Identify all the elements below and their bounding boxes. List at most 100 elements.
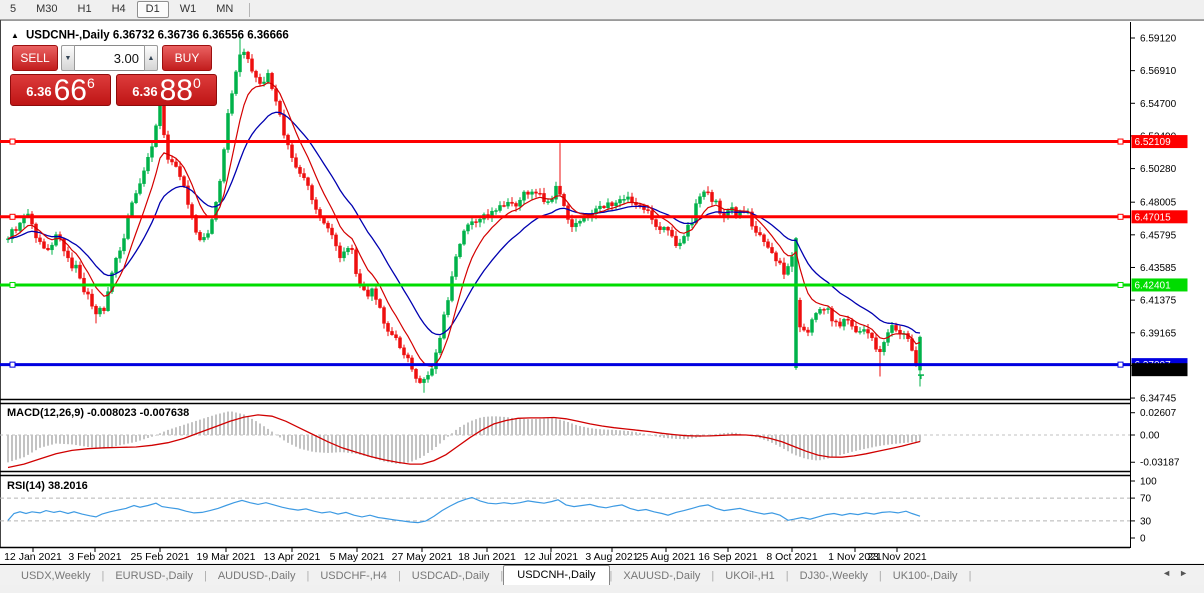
timeframe-button-h1[interactable]: H1 bbox=[77, 3, 92, 15]
timeframe-button-h4[interactable]: H4 bbox=[111, 3, 126, 15]
macd-axis[interactable]: 0.02607 0.00 -0.03187 bbox=[1130, 408, 1180, 469]
tab-dj30[interactable]: DJ30-,Weekly bbox=[799, 570, 868, 582]
svg-text:30: 30 bbox=[1140, 516, 1152, 527]
ma-slow-line bbox=[7, 111, 921, 336]
level-price-label bbox=[1131, 278, 1188, 292]
tab-usdchf[interactable]: USDCHF-,H4 bbox=[320, 570, 387, 582]
candles-layer bbox=[6, 51, 922, 383]
tab-separator: | bbox=[968, 570, 972, 582]
svg-text:6.45795: 6.45795 bbox=[1140, 230, 1177, 241]
chevron-up-icon: ▲ bbox=[147, 54, 155, 62]
chart-tabs-bar: USDX,Weekly | EURUSD-,Daily | AUDUSD-,Daily |… bbox=[0, 564, 1204, 585]
svg-text:6.50280: 6.50280 bbox=[1140, 164, 1177, 175]
level-handle[interactable] bbox=[9, 281, 16, 288]
trade-marker-icon bbox=[918, 374, 924, 380]
svg-text:12 Jan 2021: 12 Jan 2021 bbox=[4, 551, 62, 563]
chevron-down-icon: ▼ bbox=[64, 54, 72, 62]
svg-text:18 Jun 2021: 18 Jun 2021 bbox=[458, 551, 516, 563]
volume-increase-button[interactable]: ▲ bbox=[144, 45, 158, 71]
svg-text:19 Mar 2021: 19 Mar 2021 bbox=[197, 551, 256, 563]
price-chart[interactable]: 6.591206.569106.547006.524906.502806.480… bbox=[0, 20, 1204, 563]
sell-price-box[interactable]: 6.36 66 6 bbox=[10, 74, 111, 106]
tab-xauusd[interactable]: XAUUSD-,Daily bbox=[623, 570, 701, 582]
trade-panel-controls: SELL ▼ ▲ BUY bbox=[12, 45, 220, 71]
svg-text:5 May 2021: 5 May 2021 bbox=[330, 551, 385, 563]
tab-separator: | bbox=[306, 570, 310, 582]
timeframe-button-mn[interactable]: MN bbox=[216, 3, 234, 15]
tab-eurusd[interactable]: EURUSD-,Daily bbox=[115, 570, 193, 582]
buy-price-box[interactable]: 6.36 88 0 bbox=[116, 74, 217, 106]
sell-price-pip-digit: 6 bbox=[86, 75, 95, 91]
rsi-label: RSI(14) 38.2016 bbox=[7, 480, 88, 492]
buy-price-pip-digit: 0 bbox=[192, 75, 201, 91]
macd-label: MACD(12,26,9) -0.008023 -0.007638 bbox=[7, 407, 189, 419]
svg-text:6.43585: 6.43585 bbox=[1140, 263, 1177, 274]
buy-price-big-digits: 88 bbox=[159, 74, 193, 107]
svg-text:6.52109: 6.52109 bbox=[1135, 137, 1172, 148]
date-axis[interactable]: 12 Jan 2021 3 Feb 2021 25 Feb 2021 19 Mar 2… bbox=[4, 547, 927, 564]
tab-usdcnh[interactable]: USDCNH-,Daily bbox=[503, 565, 610, 585]
level-handle[interactable] bbox=[1117, 213, 1124, 220]
svg-text:3 Feb 2021: 3 Feb 2021 bbox=[68, 551, 121, 563]
buy-button[interactable]: BUY bbox=[162, 45, 212, 71]
tab-separator: | bbox=[203, 570, 207, 582]
level-handle[interactable] bbox=[9, 138, 16, 145]
svg-text:25 Aug 2021: 25 Aug 2021 bbox=[637, 551, 696, 563]
svg-text:0.02607: 0.02607 bbox=[1140, 408, 1177, 419]
timeframe-toolbar: 5 M30 H1 H4 D1 W1 MN bbox=[0, 0, 1204, 20]
macd-signal-line bbox=[7, 414, 921, 469]
rsi-axis[interactable]: 100 70 30 0 bbox=[1130, 477, 1157, 545]
level-price-label bbox=[1131, 210, 1188, 224]
svg-text:27 May 2021: 27 May 2021 bbox=[392, 551, 453, 563]
svg-text:6.34745: 6.34745 bbox=[1140, 394, 1177, 405]
level-handle[interactable] bbox=[9, 361, 16, 368]
sell-price-prefix: 6.36 bbox=[26, 84, 52, 99]
sell-button[interactable]: SELL bbox=[12, 45, 58, 71]
volume-decrease-button[interactable]: ▼ bbox=[61, 45, 75, 71]
volume-input[interactable] bbox=[75, 45, 144, 71]
timeframe-button-w1[interactable]: W1 bbox=[179, 3, 197, 15]
bottom-strip bbox=[0, 585, 1204, 593]
svg-text:-0.03187: -0.03187 bbox=[1140, 458, 1180, 469]
level-handle[interactable] bbox=[1117, 138, 1124, 145]
tab-separator: | bbox=[609, 570, 613, 582]
svg-text:6.48005: 6.48005 bbox=[1140, 198, 1177, 209]
rsi-line bbox=[7, 496, 921, 524]
sell-price-big-digits: 66 bbox=[53, 74, 87, 107]
level-handle[interactable] bbox=[9, 213, 16, 220]
tab-ukoil[interactable]: UKOil-,H1 bbox=[725, 570, 775, 582]
svg-text:6.39165: 6.39165 bbox=[1140, 328, 1177, 339]
svg-text:0.00: 0.00 bbox=[1140, 431, 1160, 442]
svg-text:6.47015: 6.47015 bbox=[1135, 212, 1172, 223]
tab-separator: | bbox=[101, 570, 105, 582]
tab-scroll-arrows[interactable]: ◄► bbox=[1162, 568, 1196, 578]
svg-text:13 Apr 2021: 13 Apr 2021 bbox=[264, 551, 321, 563]
chart-window: 6.591206.569106.547006.524906.502806.480… bbox=[0, 20, 1204, 563]
current-price-label bbox=[1131, 363, 1188, 377]
tab-separator: | bbox=[785, 570, 789, 582]
tab-uk100[interactable]: UK100-,Daily bbox=[892, 570, 958, 582]
svg-text:100: 100 bbox=[1140, 477, 1157, 488]
svg-text:0: 0 bbox=[1140, 534, 1146, 545]
tab-usdx[interactable]: USDX,Weekly bbox=[21, 570, 91, 582]
svg-text:1 Nov 2021: 1 Nov 2021 bbox=[828, 551, 882, 563]
timeframe-button-m30[interactable]: M30 bbox=[36, 3, 58, 15]
svg-text:6.54700: 6.54700 bbox=[1140, 99, 1177, 110]
svg-text:6.59120: 6.59120 bbox=[1140, 34, 1177, 45]
chart-title: ▲ USDCNH-,Daily 6.36732 6.36736 6.36556 6… bbox=[11, 30, 289, 42]
level-handle[interactable] bbox=[1117, 361, 1124, 368]
svg-text:▲: ▲ bbox=[11, 31, 19, 40]
svg-text:16 Sep 2021: 16 Sep 2021 bbox=[698, 551, 758, 563]
svg-text:25 Feb 2021: 25 Feb 2021 bbox=[131, 551, 190, 563]
timeframe-button-5[interactable]: 5 bbox=[10, 3, 17, 15]
svg-text:6.42401: 6.42401 bbox=[1135, 280, 1172, 291]
svg-text:70: 70 bbox=[1140, 494, 1152, 505]
level-handle[interactable] bbox=[1117, 281, 1124, 288]
timeframe-button-d1[interactable]: D1 bbox=[136, 1, 169, 18]
svg-text:8 Oct 2021: 8 Oct 2021 bbox=[766, 551, 818, 563]
toolbar-separator bbox=[249, 2, 251, 17]
level-price-label bbox=[1131, 135, 1188, 149]
svg-text:6.56910: 6.56910 bbox=[1140, 66, 1177, 77]
tab-usdcad[interactable]: USDCAD-,Daily bbox=[411, 570, 490, 582]
tab-audusd[interactable]: AUDUSD-,Daily bbox=[217, 570, 296, 582]
